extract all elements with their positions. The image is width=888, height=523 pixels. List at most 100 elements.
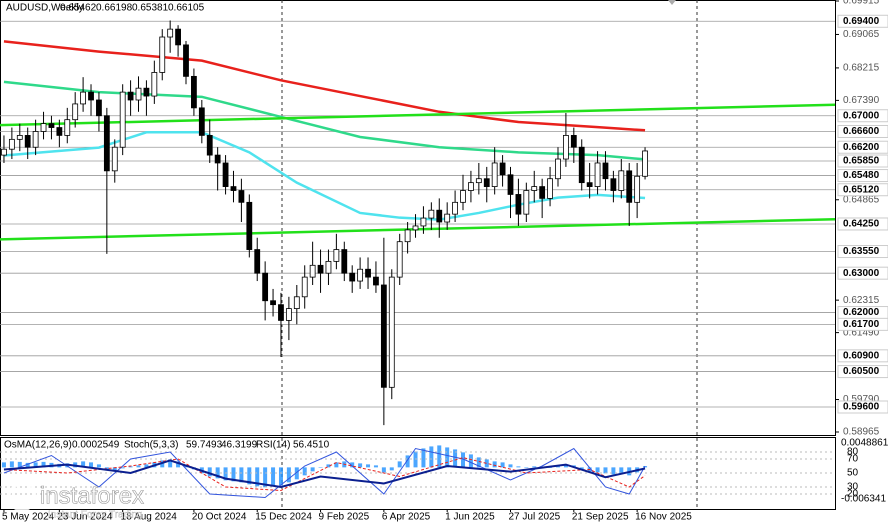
osma-bar xyxy=(168,459,173,468)
osma-bar xyxy=(461,452,466,468)
level-label: 0.63550 xyxy=(843,246,880,257)
y-tick-label: 0.68215 xyxy=(843,63,880,74)
osma-bar xyxy=(508,464,513,468)
level-label: 0.59600 xyxy=(843,402,880,413)
osma-bar xyxy=(263,467,268,488)
candle-body xyxy=(103,115,110,172)
osma-bar xyxy=(595,467,600,473)
osma-bar xyxy=(334,462,339,468)
stoch-value: 59.7493 xyxy=(186,440,223,451)
y-tick-label: 0.64865 xyxy=(843,194,880,205)
osma-bar xyxy=(9,461,14,468)
osma-bar xyxy=(310,467,315,472)
level-label: 0.65120 xyxy=(843,184,880,195)
candle-body xyxy=(412,225,419,231)
level-label: 0.60500 xyxy=(843,366,880,377)
candle-body xyxy=(578,146,585,184)
candle-body xyxy=(380,284,387,388)
candle-body xyxy=(396,241,403,278)
osc-tick-label: 80 xyxy=(847,447,859,458)
osma-bar xyxy=(619,467,624,474)
x-tick-label: 27 Jul 2025 xyxy=(508,512,560,523)
osma-bar xyxy=(247,467,252,485)
x-tick-label: 16 Nov 2025 xyxy=(635,512,692,523)
candle-body xyxy=(32,131,39,148)
osma-bar xyxy=(144,464,149,468)
level-label: 0.69400 xyxy=(843,16,880,27)
level-box xyxy=(837,349,888,363)
candle-body xyxy=(388,276,395,388)
y-tick-label: 0.69915 xyxy=(843,0,880,7)
osc-tick-label: 50 xyxy=(847,468,859,479)
rsi-label: RSI(14) xyxy=(256,440,290,451)
candle-body xyxy=(333,249,340,262)
candle-body xyxy=(1,148,7,156)
candle-body xyxy=(483,178,490,187)
level-box xyxy=(837,245,888,259)
level-label: 0.67000 xyxy=(843,110,880,121)
y-tick-label: 0.67390 xyxy=(843,95,880,106)
candle-body xyxy=(428,209,435,219)
osma-bar xyxy=(389,467,394,471)
osma-bar xyxy=(318,467,323,468)
candle-body xyxy=(48,123,55,128)
candle-body xyxy=(610,178,617,191)
osma-label: OsMA(12,26,9) xyxy=(4,440,72,451)
candle-body xyxy=(254,249,261,274)
logo-tagline: Instant Forex Trading xyxy=(48,510,143,521)
candle-body xyxy=(626,170,633,203)
osma-bar xyxy=(484,459,489,468)
symbol: AUDUSD,Weekly xyxy=(6,3,84,14)
osma-bar xyxy=(231,467,236,482)
candle-body xyxy=(547,178,553,199)
osma-bar xyxy=(278,467,283,486)
candle-body xyxy=(570,135,577,148)
x-tick-label: 6 Apr 2025 xyxy=(382,512,431,523)
ohlc-close: 0.66105 xyxy=(168,3,205,14)
level-label: 0.62000 xyxy=(843,307,880,318)
level-box xyxy=(837,183,888,197)
osma-bar xyxy=(96,464,101,468)
candle-body xyxy=(586,182,593,187)
y-tick-label: 0.69065 xyxy=(843,29,880,40)
osma-bar xyxy=(286,467,291,483)
candle-body xyxy=(96,99,102,117)
level-box xyxy=(837,109,888,123)
candle-body xyxy=(88,91,94,101)
level-box xyxy=(837,365,888,379)
candle-body xyxy=(475,178,482,184)
osma-bar xyxy=(437,445,442,468)
indicator xyxy=(0,445,835,499)
candle-body xyxy=(499,162,506,176)
candle-body xyxy=(56,127,63,136)
candle-body xyxy=(325,260,332,274)
candle-body xyxy=(491,162,498,187)
osma-bar xyxy=(128,466,133,468)
candle-body xyxy=(349,272,356,282)
logo-icon xyxy=(7,482,37,512)
candle-body xyxy=(531,186,538,191)
level-label: 0.66200 xyxy=(843,142,880,153)
osma-bar xyxy=(207,467,212,477)
shift-marker xyxy=(668,0,676,5)
osma-bar xyxy=(476,457,481,468)
candle-body xyxy=(16,135,23,140)
osma-bar xyxy=(611,467,616,475)
osma-bar xyxy=(350,462,355,468)
stoch-line xyxy=(3,447,646,499)
level-box xyxy=(837,169,888,183)
candle-body xyxy=(523,190,530,215)
osma-bar xyxy=(381,467,386,473)
osma-bar xyxy=(373,465,378,468)
level-box xyxy=(837,140,888,154)
osc-tick-label: 70 xyxy=(847,454,859,465)
candle-body xyxy=(365,268,371,278)
osc-tick-label: 20 xyxy=(847,489,859,500)
candle-body xyxy=(539,186,546,199)
x-tick-label: 15 Dec 2024 xyxy=(255,512,312,523)
candle-body xyxy=(555,158,561,180)
candle-body xyxy=(293,296,300,310)
candle-body xyxy=(143,87,150,97)
